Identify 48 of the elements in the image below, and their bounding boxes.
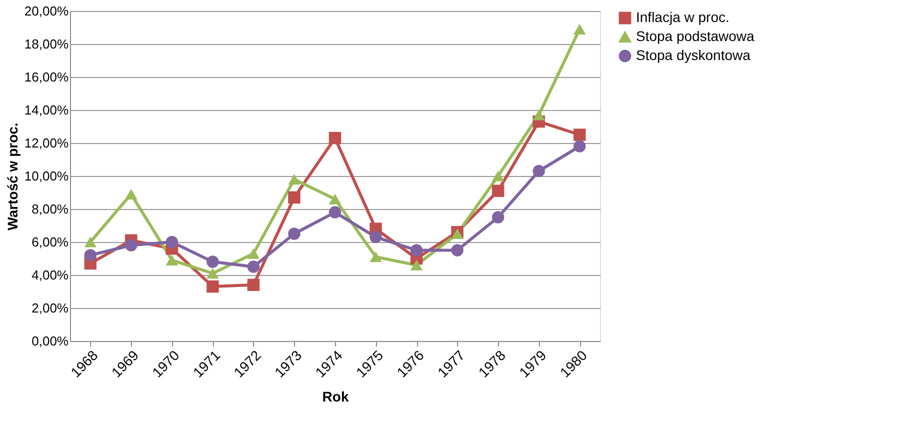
- legend-label: Stopa dyskontowa: [636, 47, 751, 63]
- point: [492, 211, 504, 224]
- legend-label: Inflacja w proc.: [636, 9, 730, 25]
- point: [328, 194, 342, 204]
- point: [288, 228, 300, 240]
- point: [410, 260, 423, 270]
- point: [247, 278, 260, 292]
- legend-label: Stopa podstawowa: [636, 28, 755, 44]
- point: [328, 132, 342, 144]
- y-tick-label: 20,00%: [24, 4, 69, 18]
- point: [288, 174, 300, 185]
- y-tick-label: 14,00%: [24, 102, 69, 118]
- point: [573, 128, 586, 141]
- point: [532, 110, 545, 120]
- y-tick-label: 6,00%: [32, 234, 69, 250]
- point: [370, 230, 382, 244]
- point: [410, 244, 423, 256]
- point: [492, 184, 504, 197]
- point: [206, 268, 219, 279]
- y-tick-label: 10,00%: [24, 168, 69, 184]
- y-axis-title: Wartość w proc.: [4, 122, 20, 230]
- point: [370, 252, 382, 262]
- point: [166, 254, 178, 266]
- y-tick-label: 0,00%: [32, 334, 69, 348]
- point: [573, 24, 586, 34]
- y-tick-label: 8,00%: [32, 202, 69, 216]
- x-axis-title: Rok: [322, 388, 349, 404]
- point: [288, 191, 300, 204]
- y-tick-label: 2,00%: [32, 300, 69, 316]
- point: [451, 244, 464, 256]
- point: [84, 249, 97, 262]
- point: [84, 236, 97, 248]
- y-tick-label: 12,00%: [24, 136, 69, 150]
- point: [125, 239, 138, 252]
- y-tick-label: 4,00%: [32, 268, 69, 282]
- point: [206, 280, 219, 293]
- point: [125, 188, 138, 200]
- point: [492, 170, 504, 182]
- y-tick-label: 16,00%: [24, 70, 69, 84]
- point: [451, 228, 464, 240]
- y-tick-label: 18,00%: [24, 36, 69, 52]
- point: [573, 140, 586, 152]
- point: [532, 164, 545, 178]
- point: [328, 206, 342, 218]
- point: [166, 236, 178, 248]
- point: [206, 256, 219, 268]
- point: [247, 260, 260, 273]
- point: [247, 248, 260, 259]
